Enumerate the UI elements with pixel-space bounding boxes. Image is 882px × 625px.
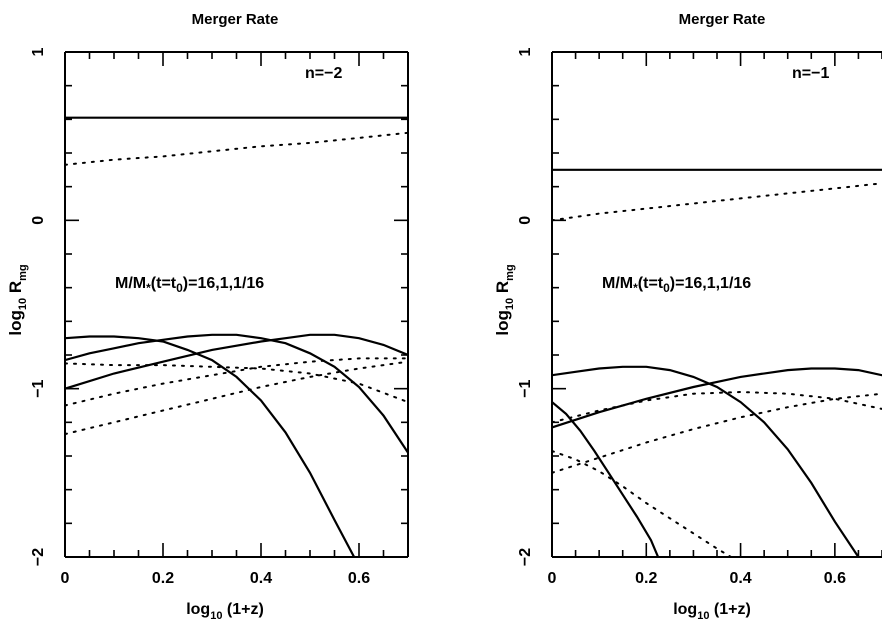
left-x-axis-label: log10 (1+z) xyxy=(186,601,264,622)
right-chart-title: Merger Rate xyxy=(679,11,766,28)
right-xtick-label: 0.6 xyxy=(824,570,846,587)
right-y-axis-label: log10 Rmg xyxy=(493,264,516,335)
right-xtick-label: 0.2 xyxy=(635,570,657,587)
right-ytick-label: 0 xyxy=(517,216,534,225)
left-xtick-label: 0.6 xyxy=(348,570,370,587)
left-ytick-label: −1 xyxy=(30,379,47,397)
left-xtick-label: 0.4 xyxy=(250,570,272,587)
left-annotation-n: n=−2 xyxy=(305,65,342,82)
left-chart-title: Merger Rate xyxy=(192,11,279,28)
left-annotation-mass: M/M*(t=t0)=16,1,1/16 xyxy=(115,275,264,295)
right-xtick-label: 0.4 xyxy=(729,570,751,587)
right-ytick-label: 1 xyxy=(517,47,534,56)
left-series-line-dotted xyxy=(65,357,408,407)
right-series-line-dotted xyxy=(552,182,882,222)
right-series-line-dotted xyxy=(552,390,882,424)
left-series-line-solid xyxy=(65,333,408,454)
left-xtick-label: 0.2 xyxy=(152,570,174,587)
right-annotation-n: n=−1 xyxy=(792,65,829,82)
right-series-line-dotted xyxy=(552,450,733,557)
left-series-line-dotted xyxy=(65,362,408,404)
right-ytick-label: −1 xyxy=(517,379,534,397)
right-ytick-label: −2 xyxy=(517,548,534,566)
left-series-line-solid xyxy=(65,333,408,390)
right-x-axis-label: log10 (1+z) xyxy=(673,601,751,622)
right-annotation-mass: M/M*(t=t0)=16,1,1/16 xyxy=(602,275,751,295)
right-series-line-solid xyxy=(552,367,882,429)
right-series-line-dotted xyxy=(552,392,882,474)
left-y-axis-label: log10 Rmg xyxy=(6,264,29,335)
left-series-line-solid xyxy=(65,335,356,557)
left-xtick-label: 0 xyxy=(61,570,70,587)
left-ytick-label: 0 xyxy=(30,216,47,225)
right-series-line-solid xyxy=(552,401,660,557)
left-ytick-label: −2 xyxy=(30,548,47,566)
left-series-line-dotted xyxy=(65,131,408,166)
right-series-line-solid xyxy=(552,365,860,557)
left-ytick-label: 1 xyxy=(30,47,47,56)
right-xtick-label: 0 xyxy=(548,570,557,587)
